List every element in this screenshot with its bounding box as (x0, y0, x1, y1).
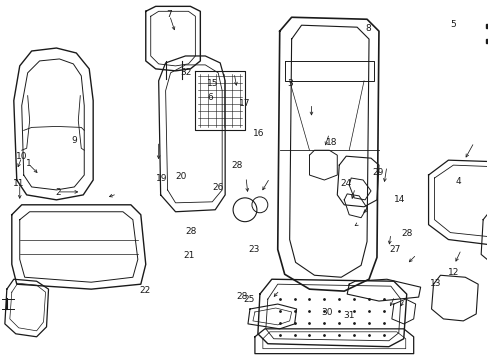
Text: 28: 28 (401, 229, 412, 238)
Text: 3: 3 (287, 79, 293, 88)
Text: 32: 32 (180, 68, 192, 77)
Text: 18: 18 (325, 138, 337, 147)
Text: 31: 31 (343, 311, 354, 320)
Text: 7: 7 (166, 10, 172, 19)
Text: 13: 13 (429, 279, 441, 288)
Text: 28: 28 (231, 161, 243, 170)
Text: 14: 14 (393, 195, 405, 204)
Text: 23: 23 (248, 245, 259, 254)
Text: 30: 30 (321, 308, 332, 317)
Text: 28: 28 (236, 292, 247, 301)
Text: 29: 29 (371, 168, 383, 177)
Text: 24: 24 (340, 179, 351, 188)
Text: 8: 8 (365, 24, 370, 33)
Text: 16: 16 (253, 129, 264, 138)
Text: 21: 21 (183, 251, 194, 260)
Text: 19: 19 (156, 174, 167, 183)
Text: 15: 15 (207, 79, 218, 88)
Text: 28: 28 (185, 227, 196, 236)
Text: 4: 4 (454, 177, 460, 186)
Text: 10: 10 (16, 152, 27, 161)
Text: 12: 12 (447, 268, 458, 277)
Text: 5: 5 (449, 20, 455, 29)
Text: 25: 25 (243, 295, 255, 304)
Text: 1: 1 (26, 159, 31, 168)
Text: 6: 6 (207, 93, 213, 102)
Text: 27: 27 (388, 245, 400, 254)
Text: 11: 11 (13, 179, 24, 188)
Text: 22: 22 (139, 286, 150, 295)
Text: 17: 17 (238, 99, 250, 108)
Text: 9: 9 (72, 136, 78, 145)
Text: 26: 26 (212, 183, 223, 192)
Text: 2: 2 (55, 188, 61, 197)
Text: 20: 20 (175, 172, 187, 181)
